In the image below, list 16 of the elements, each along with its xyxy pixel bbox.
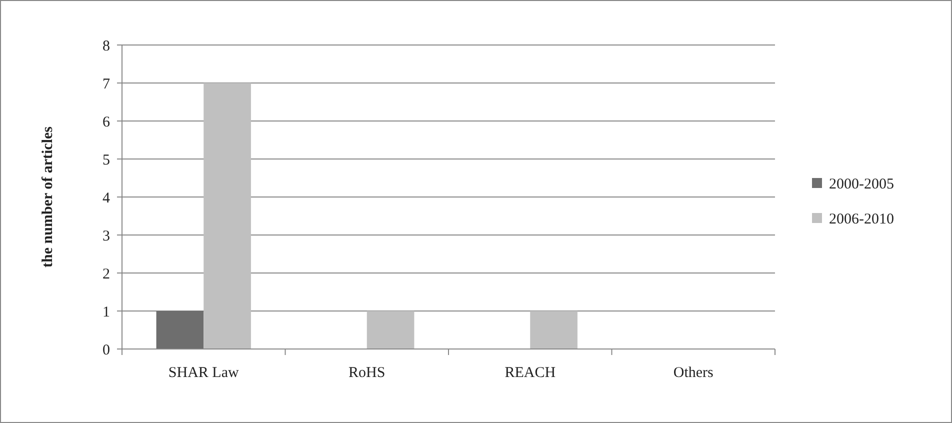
y-tick-label: 5 — [102, 152, 110, 168]
x-tick-label: REACH — [504, 365, 556, 381]
legend-label: 2006-2010 — [829, 211, 894, 228]
y-tick-label: 6 — [102, 114, 110, 130]
y-tick-label: 4 — [102, 190, 110, 206]
y-axis-title: the number of articles — [40, 126, 56, 268]
y-tick-label: 1 — [102, 304, 110, 320]
y-tick-label: 0 — [102, 342, 110, 358]
x-tick-label: RoHS — [348, 365, 386, 381]
y-tick-label: 2 — [102, 266, 110, 282]
legend-label: 2000-2005 — [829, 176, 894, 192]
x-tick-label: SHAR Law — [168, 365, 239, 381]
x-tick-label: Others — [673, 365, 714, 381]
y-tick-label: 3 — [102, 228, 110, 244]
y-tick-label: 8 — [102, 38, 110, 54]
y-tick-label: 7 — [102, 76, 110, 92]
